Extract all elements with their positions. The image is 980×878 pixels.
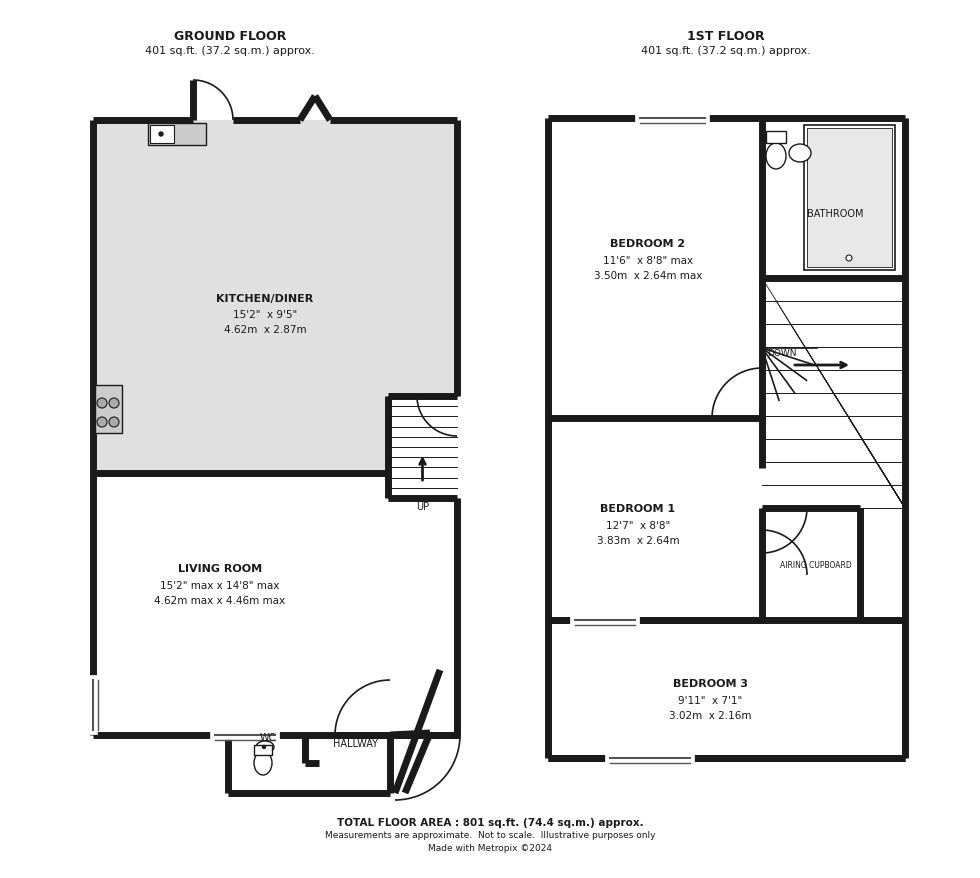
Bar [766,132,786,144]
Text: 4.62m  x 2.87m: 4.62m x 2.87m [223,325,307,335]
Text: 15'2"  x 9'5": 15'2" x 9'5" [233,310,297,320]
Bar [254,745,272,755]
Ellipse shape [256,741,274,753]
Text: 1ST FLOOR: 1ST FLOOR [687,30,764,42]
Text: LIVING ROOM: LIVING ROOM [178,564,262,573]
Circle shape [109,418,119,428]
Circle shape [263,745,266,749]
Text: UP: UP [416,501,429,511]
Bar [804,126,895,270]
Text: BEDROOM 2: BEDROOM 2 [611,239,686,248]
Bar [95,385,122,434]
Text: BATHROOM: BATHROOM [807,209,863,219]
Text: BEDROOM 1: BEDROOM 1 [601,503,675,514]
Text: BEDROOM 3: BEDROOM 3 [672,678,748,688]
Text: 401 sq.ft. (37.2 sq.m.) approx.: 401 sq.ft. (37.2 sq.m.) approx. [641,46,810,56]
Text: TOTAL FLOOR AREA : 801 sq.ft. (74.4 sq.m.) approx.: TOTAL FLOOR AREA : 801 sq.ft. (74.4 sq.m… [337,817,643,827]
Text: 401 sq.ft. (37.2 sq.m.) approx.: 401 sq.ft. (37.2 sq.m.) approx. [145,46,315,56]
Circle shape [97,399,107,408]
Text: 3.83m  x 2.64m: 3.83m x 2.64m [597,536,679,545]
Text: 3.50m  x 2.64m max: 3.50m x 2.64m max [594,270,703,281]
Bar [150,126,174,144]
Text: GROUND FLOOR: GROUND FLOOR [173,30,286,42]
Ellipse shape [254,752,272,775]
Text: Measurements are approximate.  Not to scale.  Illustrative purposes only: Measurements are approximate. Not to sca… [324,831,656,839]
Text: HALLWAY: HALLWAY [332,738,377,748]
Text: 11'6"  x 8'8" max: 11'6" x 8'8" max [603,255,693,266]
Circle shape [846,255,852,262]
Text: Made with Metropix ©2024: Made with Metropix ©2024 [428,844,552,853]
Text: 12'7"  x 8'8": 12'7" x 8'8" [606,521,670,530]
Text: 4.62m max x 4.46m max: 4.62m max x 4.46m max [155,595,285,605]
Polygon shape [93,121,457,473]
Circle shape [109,399,119,408]
Text: 9'11"  x 7'1": 9'11" x 7'1" [678,695,742,705]
Circle shape [159,133,163,137]
Text: 15'2" max x 14'8" max: 15'2" max x 14'8" max [161,580,279,590]
Text: KITCHEN/DINER: KITCHEN/DINER [217,293,314,304]
Text: DOWN: DOWN [767,348,797,357]
Bar [148,124,206,146]
Text: AIRING CUPBOARD: AIRING CUPBOARD [780,560,852,569]
Ellipse shape [789,145,811,162]
Circle shape [97,418,107,428]
Ellipse shape [766,144,786,169]
Text: 3.02m  x 2.16m: 3.02m x 2.16m [668,710,752,720]
Bar [807,129,892,268]
Text: WC: WC [260,732,276,742]
